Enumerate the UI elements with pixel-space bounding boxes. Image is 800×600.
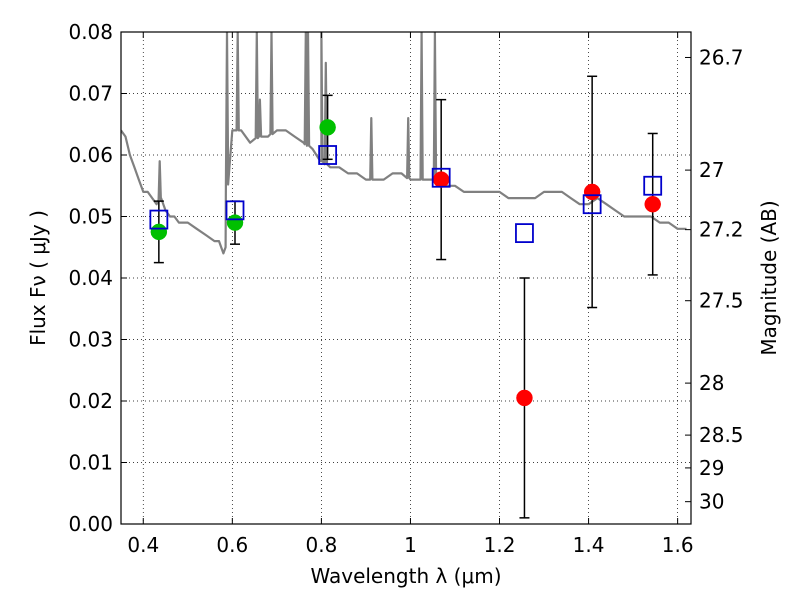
y-tick-label: 0.06 bbox=[68, 143, 113, 167]
x-tick-label: 0.6 bbox=[216, 533, 248, 557]
data-markers bbox=[149, 119, 663, 407]
mag-tick-label: 28.5 bbox=[699, 423, 744, 447]
green-data-point bbox=[226, 214, 244, 231]
y-tick-label: 0.08 bbox=[68, 20, 113, 44]
model-square-marker bbox=[225, 200, 245, 221]
axis-ticks: 0.4 0.6 0.8 1 1.2 1.4 1.6 0.00 0.01 0.02 0.03 0.04 0… bbox=[68, 20, 743, 557]
error-bars bbox=[153, 75, 658, 519]
model-square-marker bbox=[582, 194, 602, 215]
mag-tick-label: 26.7 bbox=[699, 45, 744, 69]
mag-tick-label: 27.2 bbox=[699, 218, 744, 242]
mag-tick-label: 28 bbox=[699, 371, 724, 395]
green-data-point bbox=[150, 223, 168, 241]
y-axis-label-right: Magnitude (AB) bbox=[757, 200, 781, 355]
model-spectrum-line bbox=[121, 32, 687, 255]
y-tick-label: 0.05 bbox=[68, 205, 113, 229]
red-data-point bbox=[432, 171, 450, 188]
y-tick-label: 0.03 bbox=[68, 328, 113, 352]
y-axis-label-left: Flux Fν ( μJy ) bbox=[26, 210, 50, 346]
green-data-point bbox=[319, 119, 336, 136]
x-tick-label: 1.6 bbox=[662, 533, 694, 557]
model-square-marker bbox=[318, 145, 338, 165]
mag-tick-label: 29 bbox=[699, 456, 724, 480]
mag-tick-label: 27 bbox=[699, 158, 724, 182]
red-data-point bbox=[644, 195, 661, 213]
model-square-marker bbox=[515, 223, 534, 244]
mag-tick-label: 30 bbox=[699, 490, 724, 514]
grid bbox=[121, 31, 691, 525]
red-data-point bbox=[583, 183, 601, 201]
y-tick-label: 0.00 bbox=[68, 512, 113, 536]
y-tick-label: 0.04 bbox=[68, 266, 113, 290]
x-axis-label: Wavelength λ (μm) bbox=[310, 564, 501, 588]
x-tick-label: 0.4 bbox=[127, 533, 159, 557]
x-tick-label: 0.8 bbox=[305, 533, 337, 557]
model-square-marker bbox=[149, 209, 169, 230]
y-tick-label: 0.07 bbox=[68, 82, 113, 106]
x-tick-label: 1.4 bbox=[573, 533, 605, 557]
mag-tick-label: 27.5 bbox=[699, 289, 744, 313]
x-tick-label: 1 bbox=[404, 533, 417, 557]
model-square-marker bbox=[643, 175, 663, 196]
model-spectrum bbox=[121, 32, 687, 255]
y-tick-label: 0.02 bbox=[68, 389, 113, 413]
model-square-marker bbox=[431, 167, 451, 188]
x-tick-label: 1.2 bbox=[484, 533, 516, 557]
y-tick-label: 0.01 bbox=[68, 451, 113, 475]
red-data-point bbox=[516, 389, 533, 407]
